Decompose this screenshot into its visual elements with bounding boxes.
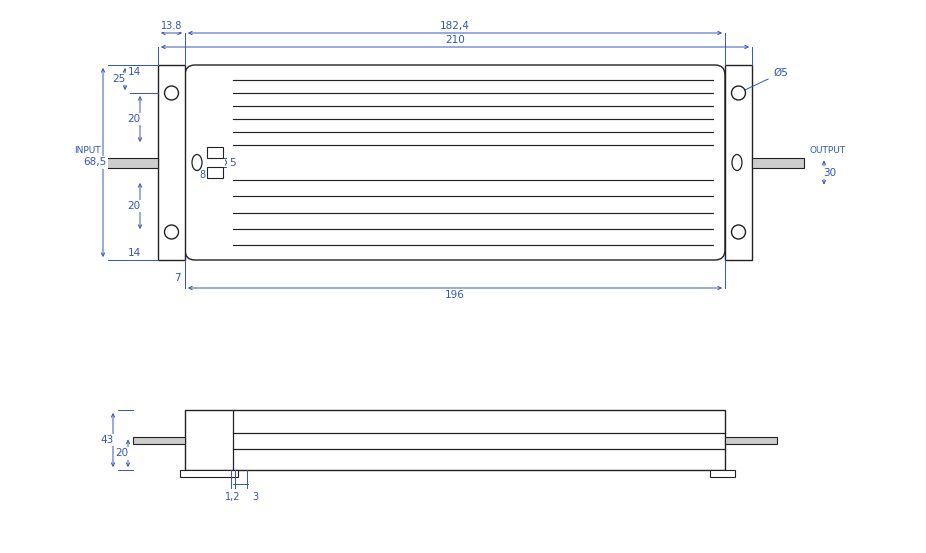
Circle shape — [165, 225, 179, 239]
Text: 25: 25 — [112, 74, 126, 84]
Text: 3: 3 — [252, 492, 258, 502]
Circle shape — [732, 86, 745, 100]
Text: 8: 8 — [199, 170, 205, 180]
Text: 14: 14 — [128, 67, 141, 77]
Bar — [207, 167, 223, 178]
Text: 20: 20 — [116, 448, 129, 458]
Text: OUTPUT: OUTPUT — [809, 146, 845, 155]
Text: 1,2: 1,2 — [225, 492, 241, 502]
Text: 20: 20 — [128, 114, 141, 124]
Bar — [725, 436, 777, 444]
Text: 20: 20 — [128, 201, 141, 211]
Bar — [725, 65, 752, 260]
Text: 210: 210 — [445, 35, 465, 45]
Text: 5: 5 — [229, 158, 235, 168]
Text: 43: 43 — [100, 435, 114, 445]
Bar — [106, 158, 158, 168]
Text: Ø5: Ø5 — [741, 68, 788, 92]
Text: 30: 30 — [823, 168, 836, 178]
Circle shape — [165, 86, 179, 100]
Bar — [207, 147, 223, 158]
Bar — [133, 436, 185, 444]
Ellipse shape — [192, 154, 202, 170]
Text: 68,5: 68,5 — [83, 158, 106, 168]
Text: 182,4: 182,4 — [440, 21, 469, 31]
Ellipse shape — [732, 154, 742, 170]
Circle shape — [732, 225, 745, 239]
Text: 14: 14 — [128, 248, 141, 258]
Text: 196: 196 — [445, 290, 465, 300]
Bar — [185, 410, 725, 470]
Bar — [752, 158, 804, 168]
FancyBboxPatch shape — [185, 65, 725, 260]
Text: 13.8: 13.8 — [161, 21, 182, 31]
Bar — [710, 470, 735, 477]
Bar — [158, 65, 185, 260]
Text: 7: 7 — [174, 273, 181, 283]
Bar — [180, 470, 238, 477]
Text: INPUT: INPUT — [74, 146, 101, 155]
